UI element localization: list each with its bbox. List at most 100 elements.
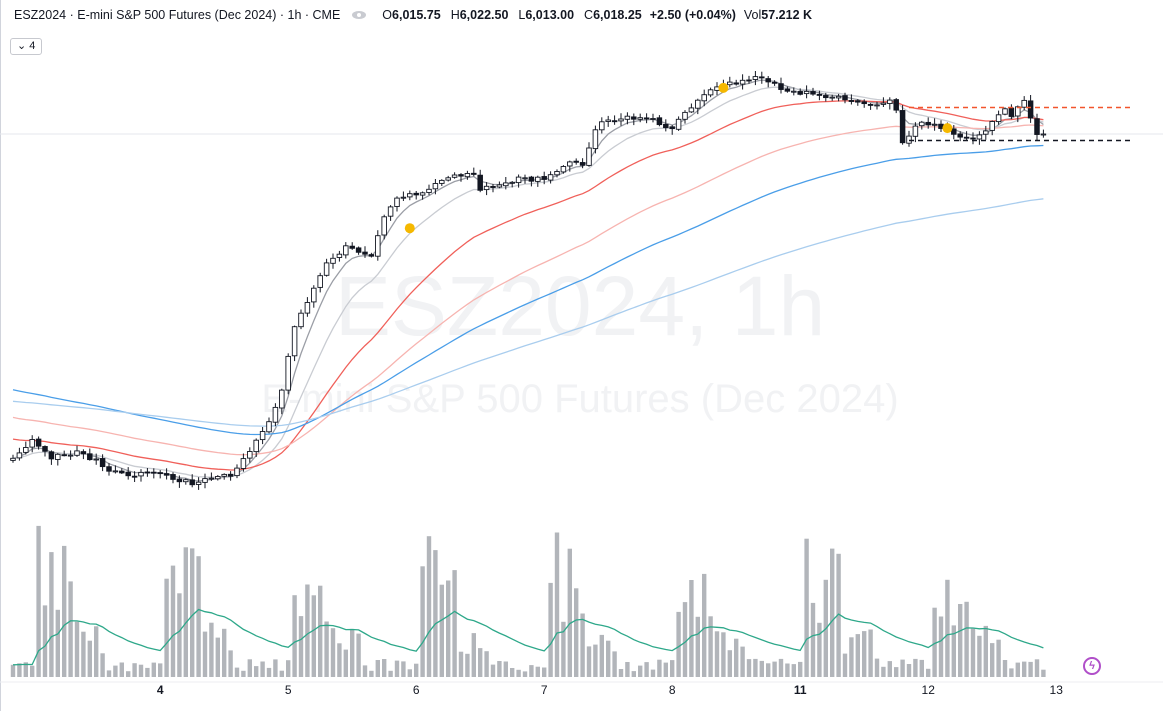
event-markers[interactable]: [404, 82, 953, 234]
candle-up: [931, 123, 938, 126]
volume-bar: [862, 631, 867, 677]
candle-down: [151, 471, 157, 474]
candle-up: [496, 184, 503, 188]
candle-up: [432, 183, 439, 190]
volume-bar: [759, 660, 764, 677]
candle-down: [99, 458, 106, 468]
x-tick-label: 13: [1050, 683, 1064, 697]
candle-down: [119, 470, 125, 474]
volume-bar: [81, 631, 86, 677]
candle-down: [125, 471, 131, 477]
volume-bar: [849, 637, 854, 677]
candle-up: [695, 99, 701, 109]
chart-left-edge: [0, 0, 1, 711]
volume-bar: [177, 593, 182, 677]
volume-bar: [516, 669, 521, 677]
candle-down: [611, 120, 618, 123]
volume-bar: [414, 663, 419, 677]
candle-up: [195, 481, 202, 485]
volume-bar: [606, 640, 611, 677]
horizontal-levels[interactable]: [909, 106, 1131, 142]
volume-bar: [913, 658, 918, 677]
volume-bar: [228, 650, 233, 677]
volume-bar: [151, 662, 156, 677]
volume-bar: [766, 663, 771, 677]
candle-up: [515, 176, 522, 184]
volume-bar: [983, 625, 988, 677]
volume-bar: [458, 651, 464, 677]
candle-up: [650, 118, 656, 120]
volume-bar: [433, 550, 438, 677]
watermark-symbol: ESZ2024, 1h: [335, 259, 825, 353]
candle-up: [451, 174, 458, 178]
candle-down: [746, 79, 752, 82]
candle-up: [317, 275, 323, 288]
candle-up: [554, 171, 560, 176]
symbol-legend[interactable]: ESZ2024 · E-mini S&P 500 Futures (Dec 20…: [14, 8, 816, 22]
candle-up: [74, 450, 80, 456]
candle-up: [112, 470, 119, 473]
volume-bar: [439, 584, 444, 677]
candle-down: [355, 247, 362, 253]
volume-bar: [926, 668, 931, 677]
volume-bar: [106, 670, 112, 677]
volume-bar: [388, 670, 393, 677]
event-marker-dot: [942, 123, 953, 134]
volume-bar: [567, 548, 572, 677]
volume-bar: [791, 664, 796, 677]
volume-bar: [990, 643, 995, 677]
candle-down: [368, 254, 375, 257]
candle-up: [445, 177, 451, 181]
candle-down: [106, 466, 112, 472]
volume-bar: [183, 547, 188, 677]
ema-fast-line: [12, 79, 1044, 482]
ema-mid-line: [12, 100, 1044, 471]
candle-up: [234, 467, 240, 477]
volume-bar: [785, 663, 790, 677]
candle-up: [624, 115, 631, 120]
lightning-icon[interactable]: ϟ: [1083, 657, 1101, 675]
candle-up: [394, 197, 400, 207]
candle-down: [765, 78, 771, 83]
volume-bar: [746, 659, 752, 677]
candle-down: [669, 126, 675, 130]
eye-icon[interactable]: [352, 11, 367, 19]
volume-bar: [324, 621, 329, 677]
candle-up: [375, 235, 381, 257]
candle-down: [144, 471, 151, 474]
candle-up: [1040, 133, 1047, 136]
event-marker-dot: [404, 223, 415, 234]
volume-bar: [881, 666, 886, 677]
volume-bar: [478, 648, 483, 677]
change-value: +2.50 (+0.04%): [649, 8, 736, 22]
volume-bar: [778, 658, 784, 677]
volume-bar: [36, 525, 41, 677]
candle-up: [221, 473, 227, 477]
candle-up: [637, 117, 643, 120]
ema-mid-light-line: [12, 124, 1044, 456]
candle-down: [759, 76, 765, 79]
candle-up: [23, 447, 29, 453]
ema-slow-line: [12, 144, 1044, 436]
candle-down: [842, 95, 848, 101]
volume-bar: [170, 565, 176, 677]
event-marker-dot: [718, 82, 729, 93]
candle-up: [586, 147, 592, 166]
chevron-down-icon: ⌄: [17, 40, 27, 52]
candle-up: [688, 107, 695, 113]
symbol-title[interactable]: ESZ2024 · E-mini S&P 500 Futures (Dec 20…: [14, 8, 341, 22]
volume-bar: [1028, 661, 1033, 677]
volume-bar: [426, 536, 432, 677]
indicators-collapse-button[interactable]: ⌄ 4: [10, 38, 43, 55]
candle-up: [266, 421, 272, 433]
candle-up: [791, 90, 797, 93]
volume-bar: [631, 671, 636, 677]
candle-up: [407, 193, 413, 198]
volume-bar: [356, 633, 361, 677]
volume-bar: [734, 638, 739, 677]
candle-up: [983, 130, 989, 135]
volume-bar: [190, 548, 195, 677]
volume-bar: [842, 653, 848, 677]
volume-bar: [657, 659, 662, 677]
